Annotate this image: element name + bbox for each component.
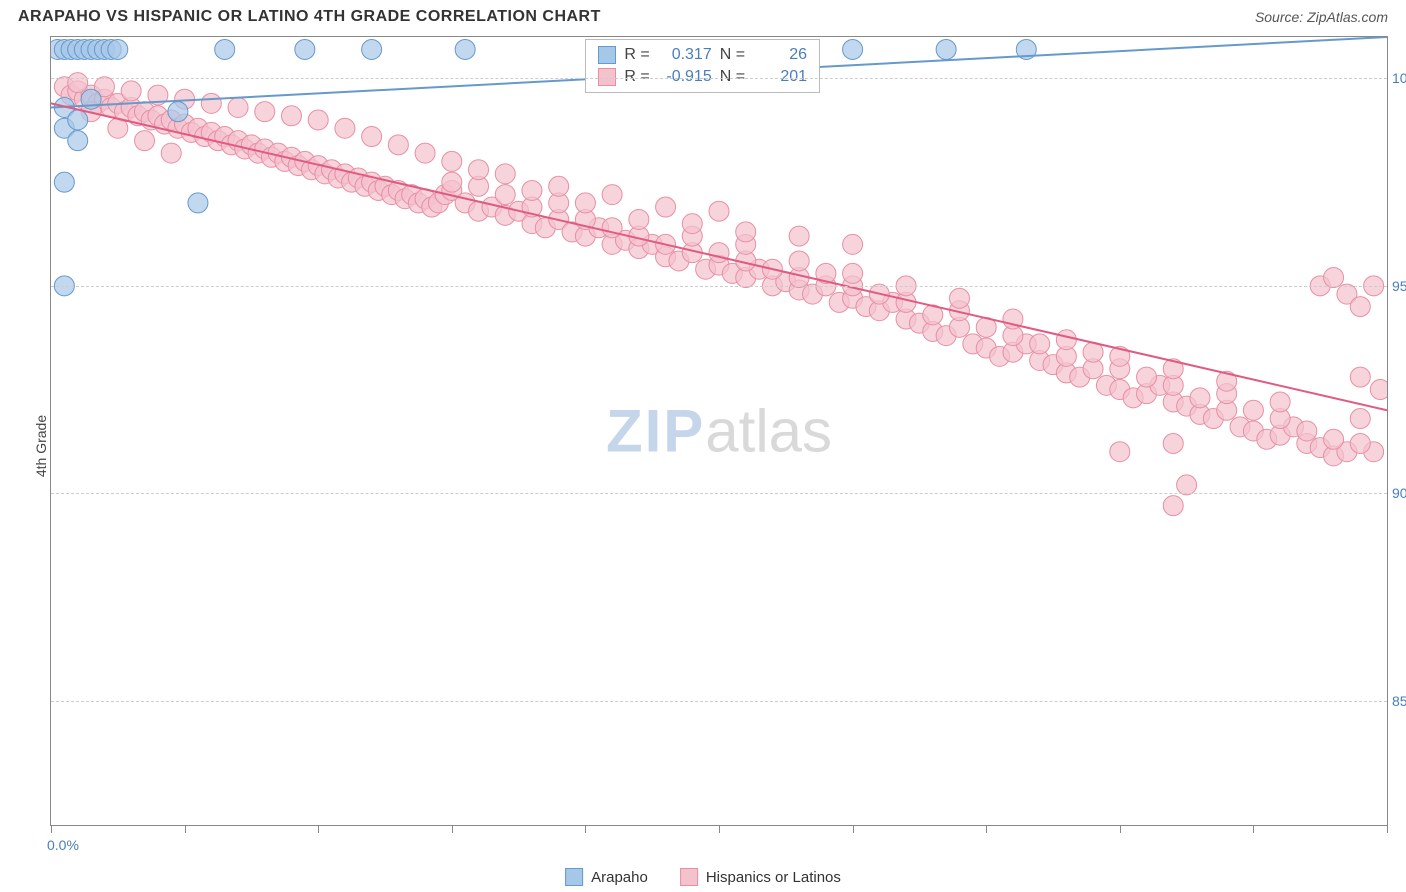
y-tick-label: 90.0% (1392, 485, 1406, 501)
x-tick (185, 825, 186, 833)
x-tick (585, 825, 586, 833)
r-value-arapaho: 0.317 (658, 46, 712, 64)
x-axis-min-label: 0.0% (47, 837, 79, 853)
y-tick-label: 100.0% (1392, 70, 1406, 86)
source-label: Source: ZipAtlas.com (1255, 9, 1388, 25)
stats-legend: R = 0.317 N = 26 R = -0.915 N = 201 (585, 39, 820, 93)
y-tick-label: 85.0% (1392, 693, 1406, 709)
x-tick (1253, 825, 1254, 833)
gridline (51, 701, 1387, 702)
legend-swatch-arapaho (565, 868, 583, 886)
x-tick (452, 825, 453, 833)
r-value-hispanic: -0.915 (658, 68, 712, 86)
x-tick (986, 825, 987, 833)
x-tick (853, 825, 854, 833)
scatter-plot-svg (51, 37, 1387, 825)
swatch-hispanic (598, 68, 616, 86)
chart-area: ZIPatlas R = 0.317 N = 26 R = -0.915 N =… (50, 36, 1388, 826)
n-value-arapaho: 26 (753, 46, 807, 64)
x-tick (719, 825, 720, 833)
chart-header: ARAPAHO VS HISPANIC OR LATINO 4TH GRADE … (0, 0, 1406, 30)
gridline (51, 493, 1387, 494)
x-tick (1120, 825, 1121, 833)
x-tick (318, 825, 319, 833)
x-tick (1387, 825, 1388, 833)
y-tick-label: 95.0% (1392, 278, 1406, 294)
swatch-arapaho (598, 46, 616, 64)
y-axis-label: 4th Grade (33, 415, 49, 477)
legend-item-arapaho: Arapaho (565, 868, 648, 886)
gridline (51, 78, 1387, 79)
stats-row-hispanic: R = -0.915 N = 201 (598, 66, 807, 88)
legend-item-hispanic: Hispanics or Latinos (680, 868, 841, 886)
gridline (51, 286, 1387, 287)
legend-bottom: Arapaho Hispanics or Latinos (565, 868, 841, 886)
legend-swatch-hispanic (680, 868, 698, 886)
stats-row-arapaho: R = 0.317 N = 26 (598, 44, 807, 66)
n-value-hispanic: 201 (753, 68, 807, 86)
x-tick (51, 825, 52, 833)
chart-title: ARAPAHO VS HISPANIC OR LATINO 4TH GRADE … (18, 8, 601, 26)
